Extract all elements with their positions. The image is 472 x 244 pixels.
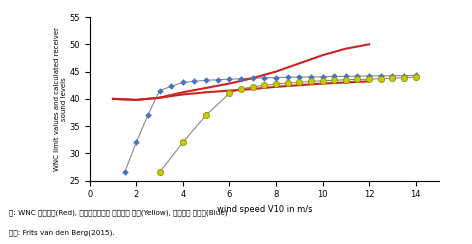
- Text: 주: WNC 한계곱선(Red), 수음지역에서의 풍력소음 레벨(Yellow), 안정적인 대기층(Blue): 주: WNC 한계곱선(Red), 수음지역에서의 풍력소음 레벨(Yellow…: [9, 210, 228, 216]
- X-axis label: wind speed V10 in m/s: wind speed V10 in m/s: [217, 205, 312, 214]
- Y-axis label: WNC limit values and calculated receiver
sound levels: WNC limit values and calculated receiver…: [53, 27, 67, 171]
- Text: 자료: Frits van den Berg(2015).: 자료: Frits van den Berg(2015).: [9, 229, 115, 236]
